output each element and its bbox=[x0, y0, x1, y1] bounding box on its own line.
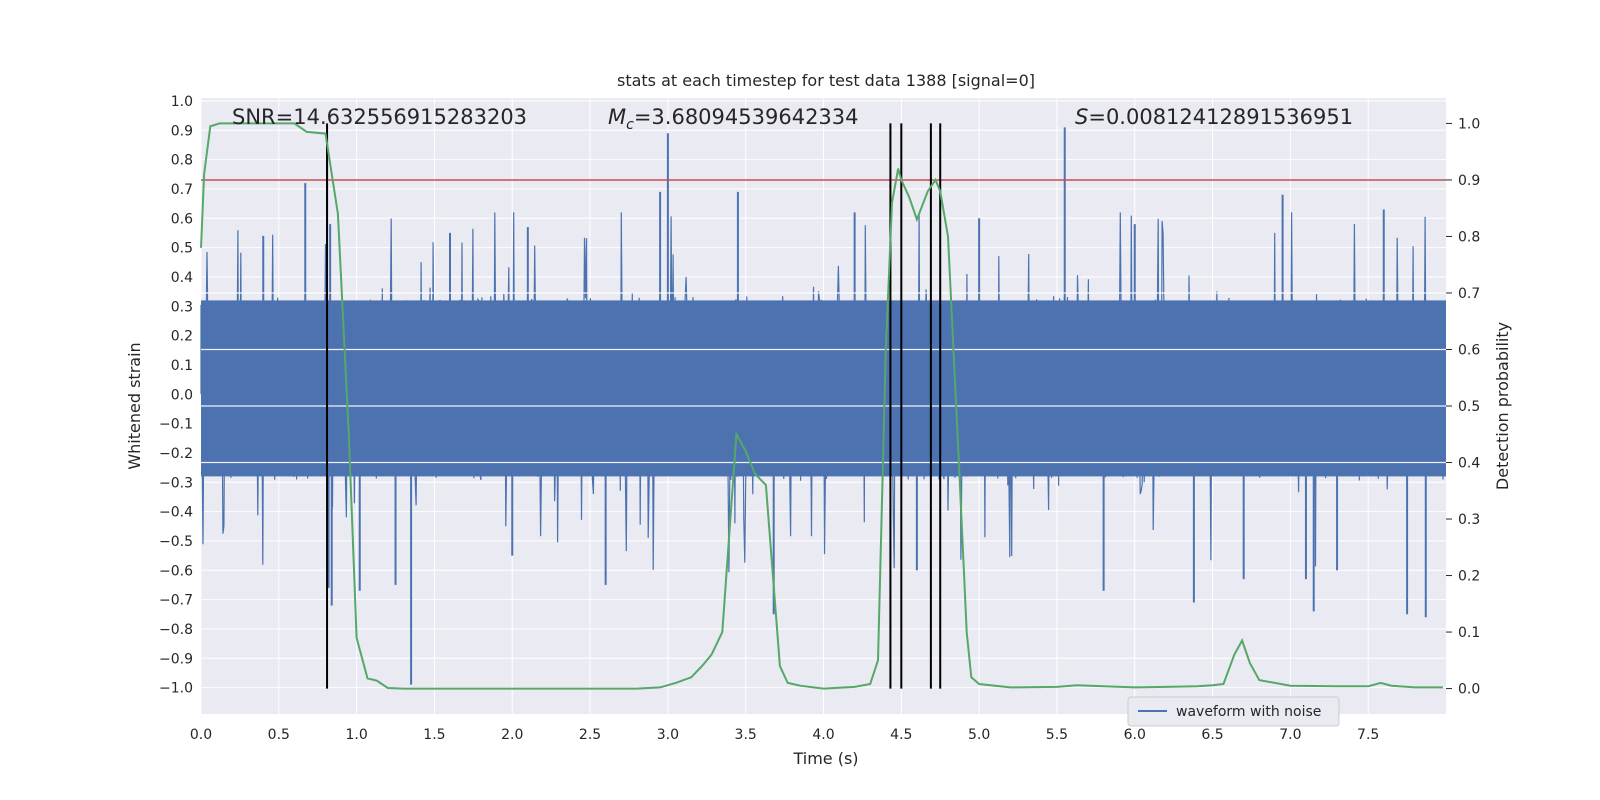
y2-tick-label: 0.0 bbox=[1458, 682, 1480, 698]
y2-tick-label: 0.4 bbox=[1458, 456, 1480, 472]
y-tick-label: −0.4 bbox=[159, 505, 193, 521]
y-tick-label: −0.6 bbox=[159, 563, 193, 579]
y2-tick-label: 0.3 bbox=[1458, 512, 1480, 528]
y2-tick-label: 0.8 bbox=[1458, 229, 1480, 245]
legend-label: waveform with noise bbox=[1176, 704, 1321, 720]
s-symbol: S bbox=[1075, 105, 1088, 129]
mc-symbol: M bbox=[608, 105, 626, 129]
y2-tick-label: 0.6 bbox=[1458, 342, 1480, 358]
y2-axis-label: Detection probability bbox=[1493, 322, 1512, 490]
probability-line bbox=[200, 122, 1443, 690]
snr-annotation: SNR=14.632556915283203 bbox=[232, 105, 527, 129]
y2-tick-label: 0.1 bbox=[1458, 625, 1480, 641]
y-tick-label: −1.0 bbox=[159, 681, 193, 697]
axes: 0.0 0.5 1.0 1.5 2.0 2.5 3.0 3.5 4.0 4.5 5.0 5.5 6.0 6… bbox=[159, 94, 1480, 743]
y-tick-label: −0.9 bbox=[159, 651, 193, 667]
y-tick-label: 0.4 bbox=[171, 270, 193, 286]
y-tick-label: 0.7 bbox=[171, 182, 193, 198]
y-tick-label: 0.8 bbox=[171, 153, 193, 169]
x-tick-label: 3.5 bbox=[735, 727, 757, 743]
legend: waveform with noise bbox=[1127, 696, 1340, 727]
x-tick-label: 5.5 bbox=[1046, 727, 1068, 743]
x-tick-label: 4.0 bbox=[812, 727, 834, 743]
x-tick-label: 5.0 bbox=[968, 727, 990, 743]
y-tick-label: −0.7 bbox=[159, 593, 193, 609]
x-tick-label: 7.5 bbox=[1357, 727, 1379, 743]
y-tick-label: 0.1 bbox=[171, 358, 193, 374]
y-tick-label: −0.1 bbox=[159, 417, 193, 433]
y-axis-label: Whitened strain bbox=[125, 342, 144, 469]
waveform-series bbox=[200, 127, 1446, 685]
x-tick-label: 2.5 bbox=[579, 727, 601, 743]
waveform-noise-band bbox=[201, 300, 1446, 477]
s-annotation: S=0.00812412891536951 bbox=[1075, 105, 1353, 129]
y-tick-label: −0.3 bbox=[159, 475, 193, 491]
chart-title: stats at each timestep for test data 138… bbox=[617, 71, 1035, 90]
y-tick-label: 0.0 bbox=[171, 387, 193, 403]
x-tick-label: 1.0 bbox=[345, 727, 367, 743]
y2-tick-label: 0.2 bbox=[1458, 569, 1480, 585]
y-tick-label: 0.3 bbox=[171, 299, 193, 315]
mc-value: =3.68094539642334 bbox=[634, 105, 859, 129]
y-tick-label: 0.5 bbox=[171, 241, 193, 257]
y2-tick-label: 0.9 bbox=[1458, 173, 1480, 189]
y-tick-label: 0.9 bbox=[171, 123, 193, 139]
y2-tick-label: 0.5 bbox=[1458, 399, 1480, 415]
x-tick-label: 7.0 bbox=[1279, 727, 1301, 743]
y-tick-label: 0.6 bbox=[171, 211, 193, 227]
y-tick-label: −0.8 bbox=[159, 622, 193, 638]
x-tick-label: 6.5 bbox=[1201, 727, 1223, 743]
y-tick-label: 0.2 bbox=[171, 329, 193, 345]
mc-subscript: c bbox=[626, 117, 634, 133]
legend-box bbox=[1127, 696, 1340, 727]
x-tick-label: 2.0 bbox=[501, 727, 523, 743]
x-tick-label: 6.0 bbox=[1124, 727, 1146, 743]
x-axis-label: Time (s) bbox=[792, 749, 858, 768]
overlay-layer bbox=[200, 122, 1446, 690]
x-tick-label: 1.5 bbox=[423, 727, 445, 743]
x-tick-label: 3.0 bbox=[657, 727, 679, 743]
mc-annotation: Mc=3.68094539642334 bbox=[608, 105, 859, 133]
s-value: =0.00812412891536951 bbox=[1088, 105, 1353, 129]
y2-tick-label: 0.7 bbox=[1458, 286, 1480, 302]
y2-tick-label: 1.0 bbox=[1458, 116, 1480, 132]
y-tick-label: −0.2 bbox=[159, 446, 193, 462]
y-tick-label: 1.0 bbox=[171, 94, 193, 110]
x-tick-label: 4.5 bbox=[890, 727, 912, 743]
x-tick-label: 0.0 bbox=[190, 727, 212, 743]
y-tick-label: −0.5 bbox=[159, 534, 193, 550]
x-tick-label: 0.5 bbox=[268, 727, 290, 743]
